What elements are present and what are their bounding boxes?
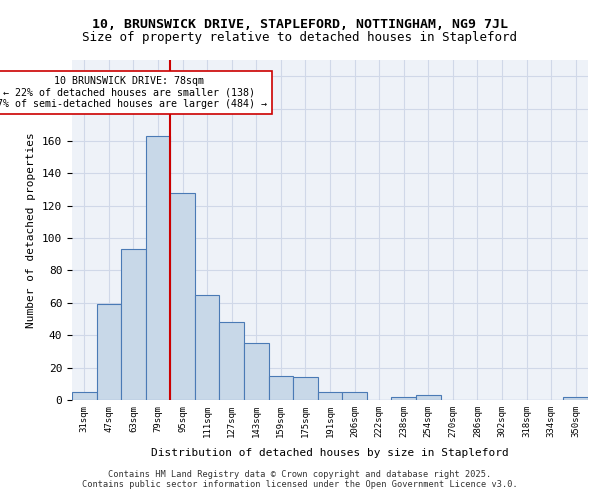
Bar (220, 322, 244, 400)
X-axis label: Distribution of detached houses by size in Stapleford: Distribution of detached houses by size … (151, 448, 509, 458)
Bar (293, 378, 318, 400)
Text: 10 BRUNSWICK DRIVE: 78sqm
← 22% of detached houses are smaller (138)
77% of semi: 10 BRUNSWICK DRIVE: 78sqm ← 22% of detac… (0, 76, 266, 110)
Bar (416, 395, 440, 400)
Bar (170, 193, 195, 400)
Bar (146, 136, 170, 400)
Text: 10, BRUNSWICK DRIVE, STAPLEFORD, NOTTINGHAM, NG9 7JL: 10, BRUNSWICK DRIVE, STAPLEFORD, NOTTING… (92, 18, 508, 30)
Text: Contains HM Land Registry data © Crown copyright and database right 2025.
Contai: Contains HM Land Registry data © Crown c… (82, 470, 518, 489)
Bar (121, 250, 146, 400)
Bar (97, 304, 121, 400)
Text: Size of property relative to detached houses in Stapleford: Size of property relative to detached ho… (83, 31, 517, 44)
Bar (318, 392, 342, 400)
Bar (244, 344, 269, 400)
Bar (269, 376, 293, 400)
Bar (391, 397, 416, 400)
Bar (342, 392, 367, 400)
Y-axis label: Number of detached properties: Number of detached properties (26, 132, 37, 328)
Bar (563, 397, 588, 400)
Bar (72, 392, 97, 400)
Bar (195, 295, 220, 400)
